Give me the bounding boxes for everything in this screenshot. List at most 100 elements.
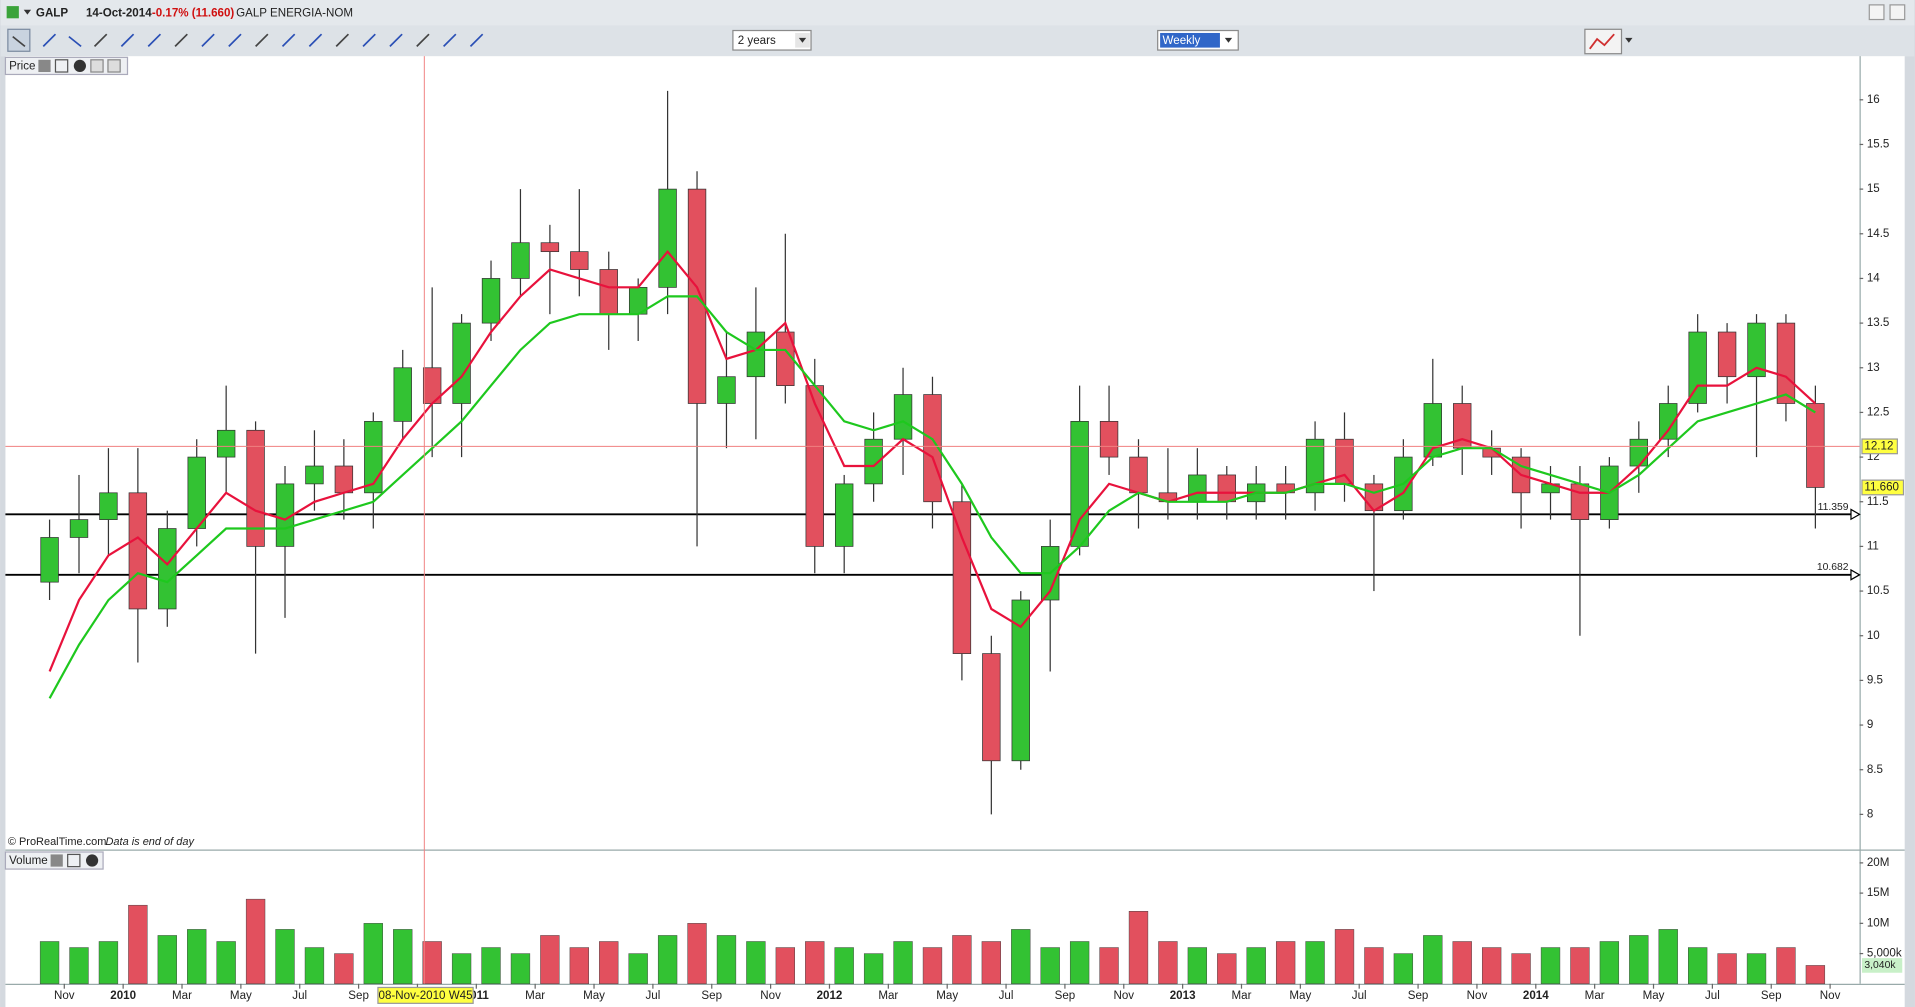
candle-body bbox=[187, 456, 206, 529]
volume-bar bbox=[1599, 941, 1620, 985]
volume-bar bbox=[1688, 947, 1708, 985]
chart-style-button[interactable] bbox=[1584, 28, 1623, 55]
volume-bar bbox=[187, 929, 207, 985]
date: 14-Oct-2014 bbox=[86, 7, 152, 19]
volume-bar bbox=[863, 953, 884, 985]
tab-tool-icon[interactable] bbox=[50, 854, 63, 867]
volume-bar bbox=[393, 929, 413, 985]
right-border bbox=[1904, 56, 1915, 1007]
tab-tool-icon[interactable] bbox=[38, 59, 51, 73]
volume-bar bbox=[1423, 935, 1443, 985]
cursor-date-box bbox=[377, 986, 474, 1004]
level-label: 10.682 bbox=[1817, 562, 1849, 573]
candle-body bbox=[893, 394, 913, 440]
volume-bar bbox=[1069, 941, 1090, 985]
volume-bar bbox=[1540, 947, 1561, 985]
x-tick-label: 2013 bbox=[1170, 990, 1196, 1002]
candle-body bbox=[1688, 331, 1707, 404]
tool-icon bbox=[255, 33, 269, 47]
candle-body bbox=[658, 188, 677, 288]
candle-body bbox=[158, 528, 177, 610]
y-tick-label: 8 bbox=[1867, 808, 1873, 820]
volume-bar bbox=[893, 941, 913, 985]
tab-window-icon[interactable] bbox=[54, 59, 69, 73]
volume-bar bbox=[922, 947, 943, 985]
tool-icon bbox=[362, 33, 376, 47]
candle-body bbox=[1188, 474, 1207, 503]
tab-icon[interactable] bbox=[90, 59, 104, 73]
volume-label: 3,040k bbox=[1864, 960, 1896, 971]
x-tick-label: Jul bbox=[1705, 990, 1720, 1002]
volume-bar bbox=[716, 935, 737, 985]
volume-bar bbox=[657, 935, 678, 985]
tool-icon bbox=[174, 33, 188, 47]
x-tick-label: Jul bbox=[1352, 990, 1367, 1002]
volume-bar bbox=[245, 898, 266, 985]
volume-tick-label: 15M bbox=[1867, 887, 1890, 899]
volume-bar bbox=[39, 941, 60, 985]
tool-icon bbox=[201, 33, 215, 47]
cursor-date-label: 08-Nov-2010 W45 bbox=[379, 990, 473, 1002]
candle-body bbox=[599, 269, 618, 315]
tool-button[interactable] bbox=[7, 28, 31, 52]
candle-body bbox=[717, 376, 736, 404]
toolbar-icons bbox=[7, 28, 484, 52]
tab-window-icon[interactable] bbox=[67, 853, 81, 868]
tool-icon bbox=[281, 33, 296, 47]
candle-body bbox=[570, 251, 589, 270]
last-price-box bbox=[1861, 479, 1905, 496]
y-tick-label: 9 bbox=[1867, 719, 1873, 731]
symbol-icon bbox=[6, 6, 19, 19]
volume-bar bbox=[1334, 929, 1355, 985]
x-tick-label: Nov bbox=[1820, 990, 1841, 1002]
period-select[interactable] bbox=[732, 29, 812, 51]
tool-icon bbox=[416, 33, 430, 47]
volume-bar bbox=[834, 947, 854, 985]
dropdown-arrow[interactable] bbox=[23, 9, 32, 15]
y-tick-label: 15 bbox=[1867, 183, 1880, 195]
x-tick-label: Mar bbox=[525, 990, 545, 1002]
candle-body bbox=[864, 438, 883, 485]
tab-icon[interactable] bbox=[107, 59, 121, 73]
volume-bar bbox=[451, 953, 472, 985]
candle-body bbox=[776, 331, 795, 386]
moving-average bbox=[48, 249, 1817, 672]
data-note: Data is end of day bbox=[106, 836, 196, 848]
x-tick-label: Mar bbox=[878, 990, 898, 1002]
candle-body bbox=[216, 429, 236, 458]
candle-body bbox=[1570, 483, 1590, 520]
x-tick-label: Jul bbox=[292, 990, 307, 1002]
minimize-button[interactable] bbox=[1868, 4, 1885, 21]
candle-body bbox=[1629, 438, 1648, 467]
x-tick-label: Sep bbox=[1408, 990, 1429, 1002]
candle-body bbox=[1659, 403, 1678, 440]
maximize-button[interactable] bbox=[1889, 4, 1906, 21]
volume-bar bbox=[304, 947, 325, 985]
x-tick-label: Nov bbox=[54, 990, 75, 1002]
volume-bar bbox=[1511, 953, 1531, 985]
x-tick-label: Sep bbox=[1055, 990, 1076, 1002]
y-tick-label: 10.5 bbox=[1867, 585, 1890, 597]
volume-bar bbox=[157, 935, 177, 985]
tab-close-icon[interactable] bbox=[85, 854, 99, 867]
candle-body bbox=[952, 501, 972, 654]
tool-icon bbox=[12, 35, 26, 48]
x-tick-label: May bbox=[936, 990, 958, 1002]
y-tick-label: 13 bbox=[1867, 362, 1880, 374]
y-tick-label: 16 bbox=[1867, 94, 1880, 106]
y-tick-label: 9.5 bbox=[1867, 674, 1883, 686]
chart-style-arrow[interactable] bbox=[1625, 37, 1633, 43]
tool-icon bbox=[335, 33, 350, 47]
candle-body bbox=[540, 242, 560, 253]
tab-close-icon[interactable] bbox=[73, 59, 86, 73]
y-tick-label: 8.5 bbox=[1867, 764, 1883, 776]
candle-body bbox=[511, 242, 530, 279]
x-tick-label: Sep bbox=[701, 990, 722, 1002]
x-tick-label: May bbox=[230, 990, 252, 1002]
candle-body bbox=[923, 394, 942, 503]
volume-bar bbox=[1305, 941, 1325, 985]
x-tick-label: May bbox=[1289, 990, 1311, 1002]
volume-bar bbox=[1128, 911, 1149, 985]
title-bar bbox=[0, 0, 1915, 26]
